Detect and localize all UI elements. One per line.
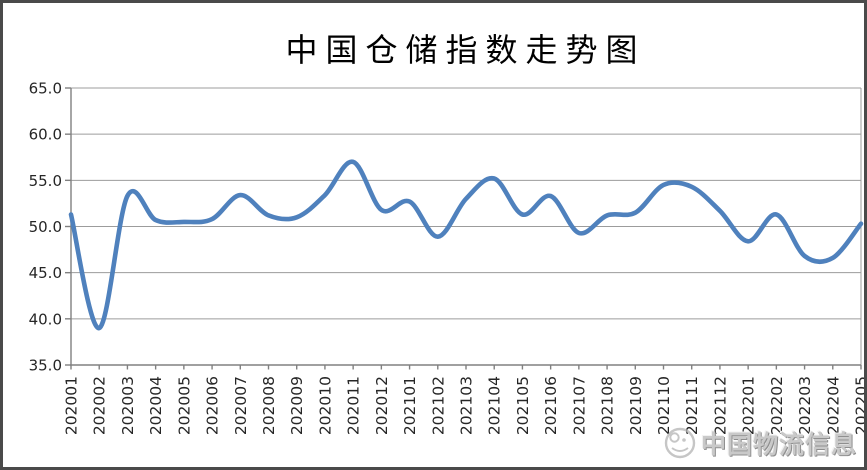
x-axis-label: 202111	[683, 376, 701, 435]
watermark: 中国物流信息	[663, 425, 857, 461]
x-axis-label: 202204	[824, 376, 842, 435]
x-axis-label: 202201	[740, 376, 758, 435]
y-axis-label: 45.0	[29, 264, 62, 282]
x-axis-label: 202008	[260, 376, 278, 435]
y-axis-label: 65.0	[29, 80, 62, 98]
y-axis-label: 55.0	[29, 172, 62, 190]
x-axis-label: 202006	[204, 376, 222, 435]
x-axis-label: 202205	[853, 376, 867, 435]
line-chart-plot: 35.0 40.0 45.0 50.0 55.0 60.0 65.0 202001 202002…	[29, 80, 867, 436]
x-axis-label: 202107	[570, 376, 588, 435]
x-axis-label: 202004	[147, 376, 165, 435]
x-axis-label: 202012	[373, 376, 391, 435]
x-axis-label: 202001	[63, 376, 81, 435]
y-axis-label: 50.0	[29, 218, 62, 236]
y-axis-label: 40.0	[29, 310, 62, 328]
x-axis-label: 202203	[796, 376, 814, 435]
x-axis-label: 202106	[542, 376, 560, 435]
logo-icon	[664, 427, 696, 459]
x-axis-label: 202009	[288, 376, 306, 435]
x-axis-label: 202007	[232, 376, 250, 435]
y-axis-label: 35.0	[29, 357, 62, 375]
x-axis-label: 202010	[316, 376, 334, 435]
x-axis-label: 202109	[627, 376, 645, 435]
x-axis-label: 202202	[768, 376, 786, 435]
y-axis-label: 60.0	[29, 126, 62, 144]
x-axis-label: 202105	[514, 376, 532, 435]
x-axis-label: 202003	[119, 376, 137, 435]
chart-title: 中国仓储指数走势图	[285, 32, 646, 68]
x-axis-label: 202112	[711, 376, 729, 435]
x-axis-label: 202108	[599, 376, 617, 435]
x-axis-label: 202005	[175, 376, 193, 435]
x-axis-label: 202102	[429, 376, 447, 435]
x-axis-label: 202103	[458, 376, 476, 435]
x-axis-label: 202104	[486, 376, 504, 435]
index-line-series	[68, 159, 864, 331]
x-axis-label: 202110	[655, 376, 673, 435]
x-axis-label: 202011	[345, 376, 363, 435]
x-axis-label: 202002	[91, 376, 109, 435]
x-axis-label: 202101	[401, 376, 419, 435]
watermark-text: 中国物流信息	[700, 430, 857, 459]
